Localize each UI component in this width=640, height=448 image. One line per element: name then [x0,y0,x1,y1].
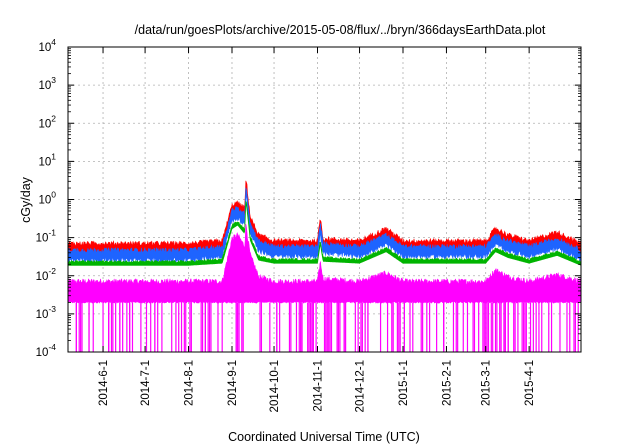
y-tick-label: 103 [38,75,56,92]
y-tick-label: 10-3 [36,304,57,321]
grid [68,47,581,352]
x-tick-label: 2014-10-1 [269,360,281,412]
y-tick-labels: 10-4 10-3 10-2 10-1 100 101 102 103 104 [36,37,57,359]
x-tick-label: 2014-6-1 [98,360,110,406]
y-tick-label: 104 [38,37,56,54]
x-tick-label: 2014-12-1 [355,360,367,412]
x-tick-label: 2015-3-1 [481,360,493,406]
x-tick-label: 2014-8-1 [184,360,196,406]
x-tick-label: 2014-11-1 [313,360,325,412]
y-tick-label: 101 [38,151,56,168]
y-tick-label: 10-2 [36,266,57,283]
x-axis-label: Coordinated Universal Time (UTC) [228,430,420,444]
y-tick-label: 100 [38,190,56,207]
x-tick-label: 2015-2-1 [441,360,453,406]
chart-title: /data/run/goesPlots/archive/2015-05-08/f… [135,23,546,37]
x-tick-labels: 2014-6-1 2014-7-1 2014-8-1 2014-9-1 2014-10-… [98,360,536,412]
y-axis-label: cGy/day [19,176,33,223]
axes-frame [67,46,582,353]
x-tick-label: 2015-1-1 [398,360,410,406]
y-tick-label: 10-1 [36,228,57,245]
x-tick-label: 2015-4-1 [524,360,536,406]
x-tick-label: 2014-9-1 [227,360,239,406]
y-tick-label: 10-4 [36,342,57,359]
x-tick-label: 2014-7-1 [140,360,152,406]
y-tick-label: 102 [38,113,56,130]
